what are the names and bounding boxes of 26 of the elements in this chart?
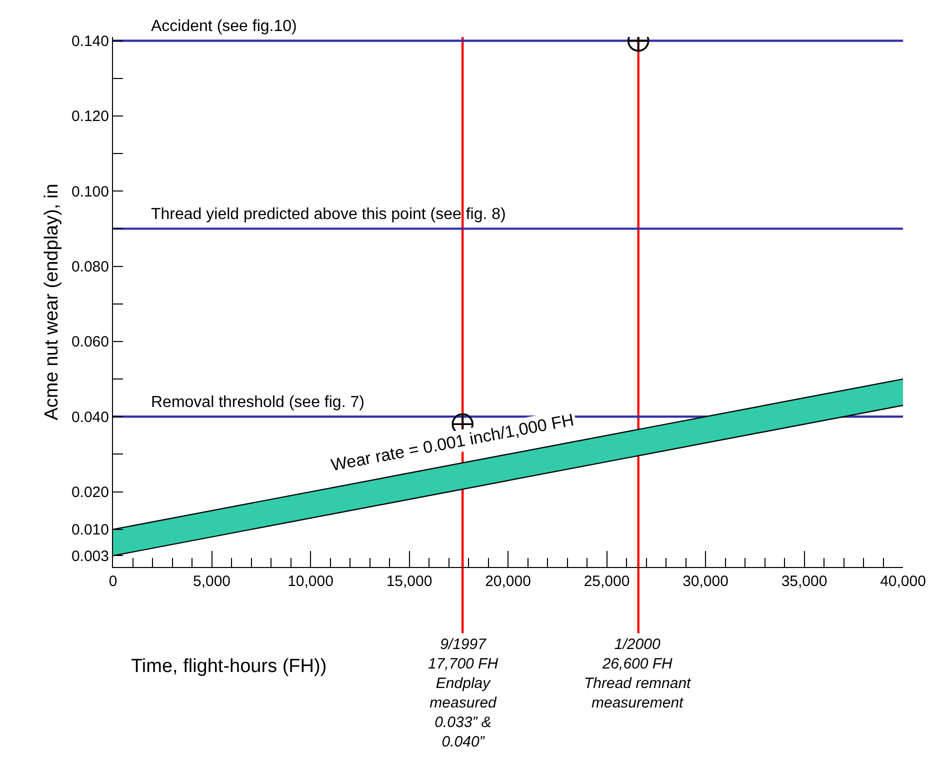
x-tick-label: 5,000	[192, 573, 231, 590]
y-tick-label: 0.010	[71, 522, 109, 539]
x-tick-label: 10,000	[288, 573, 334, 590]
ref-line-label: Accident (see fig.10)	[151, 18, 297, 35]
ref-line-label: Removal threshold (see fig. 7)	[151, 394, 364, 411]
x-tick-label: 25,000	[584, 573, 630, 590]
ref-line-label: 9/1997 17,700 FH Endplay measured 0.033” & 0.040”	[428, 636, 498, 750]
x-tick-label: 30,000	[682, 573, 728, 590]
y-axis-title: Acme nut wear (endplay), in	[41, 184, 62, 420]
ref-line-label: 1/2000 26,600 FH Thread remnant measurement	[584, 636, 692, 712]
x-axis-title: Time, flight-hours (FH))	[131, 656, 327, 677]
y-tick-label: 0.100	[71, 183, 109, 200]
y-tick-label: 0.060	[71, 334, 109, 351]
ref-line-label: Thread yield predicted above this point (see fig. 8)	[151, 206, 506, 223]
x-tick-label: 0	[108, 573, 118, 590]
x-tick-label: 20,000	[485, 573, 531, 590]
x-tick-label: 40,000	[880, 573, 926, 590]
x-tick-label: 35,000	[781, 573, 828, 590]
x-tick-label: 15,000	[386, 573, 432, 590]
y-tick-label: 0.140	[71, 33, 109, 50]
y-tick-label: 0.020	[71, 484, 109, 502]
y-tick-label: 0.080	[71, 258, 109, 276]
y-tick-label: 0.040	[71, 408, 109, 426]
y-tick-label: 0.120	[71, 108, 109, 126]
y-tick-label: 0.003	[71, 548, 109, 565]
annotation: Wear rate = 0.001 inch/1,000 FH	[329, 410, 576, 475]
